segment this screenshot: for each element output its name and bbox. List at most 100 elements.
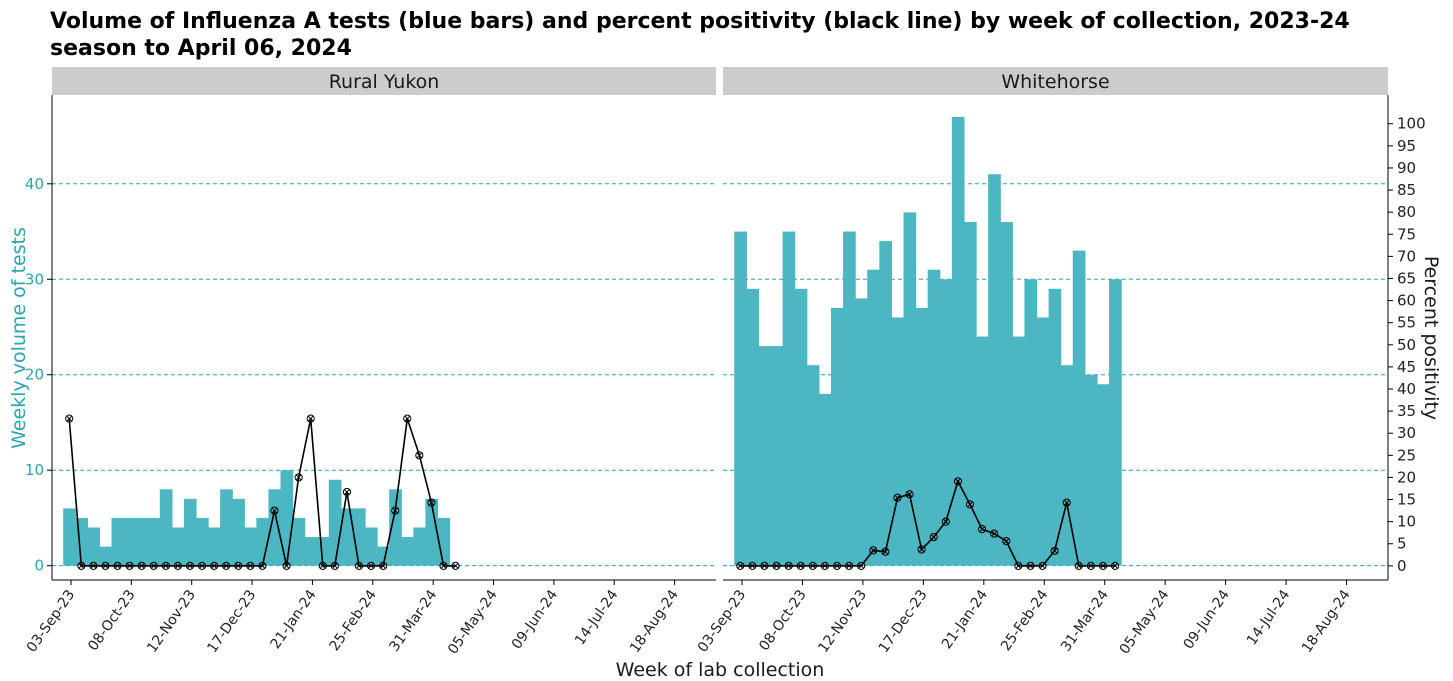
positivity-point-rural-yukon xyxy=(379,561,388,570)
positivity-point-mark-whitehorse xyxy=(749,562,756,569)
positivity-point-mark-rural-yukon xyxy=(66,415,73,422)
x-tick-label-rural-yukon: 03-Sep-23 xyxy=(24,587,78,655)
positivity-point-mark-whitehorse xyxy=(1087,562,1094,569)
positivity-point-whitehorse xyxy=(760,561,769,570)
y-right-tick-label: 40 xyxy=(1397,380,1416,398)
panel-strip-rural-yukon xyxy=(52,67,716,95)
positivity-point-whitehorse xyxy=(832,561,842,570)
bar-rural-yukon xyxy=(304,537,318,566)
positivity-point-mark-rural-yukon xyxy=(223,562,230,569)
bar-whitehorse xyxy=(1084,374,1098,566)
positivity-point-mark-whitehorse xyxy=(1112,562,1119,569)
x-tick-label-whitehorse: 18-Aug-24 xyxy=(1299,587,1354,656)
x-tick-label-rural-yukon: 31-Mar-24 xyxy=(386,587,440,655)
positivity-point-mark-whitehorse xyxy=(942,518,949,525)
positivity-point-mark-rural-yukon xyxy=(271,507,278,514)
positivity-point-rural-yukon xyxy=(427,498,436,507)
positivity-point-rural-yukon xyxy=(330,561,339,570)
bar-rural-yukon xyxy=(328,479,342,566)
bar-rural-yukon xyxy=(123,517,137,566)
positivity-point-mark-whitehorse xyxy=(906,491,913,498)
bar-rural-yukon xyxy=(244,527,257,566)
positivity-point-whitehorse xyxy=(1110,561,1120,570)
positivity-point-whitehorse xyxy=(1062,498,1071,507)
positivity-point-rural-yukon xyxy=(77,561,86,570)
positivity-point-whitehorse xyxy=(1026,561,1035,570)
positivity-point-rural-yukon xyxy=(161,561,170,570)
positivity-point-rural-yukon xyxy=(258,561,267,570)
bar-whitehorse xyxy=(734,231,747,566)
positivity-point-mark-whitehorse xyxy=(858,562,865,569)
positivity-point-mark-rural-yukon xyxy=(174,562,181,569)
y-right-tick-label: 45 xyxy=(1397,358,1416,376)
y-right-tick-label: 30 xyxy=(1397,424,1416,442)
x-tick-label-rural-yukon: 14-Jul-24 xyxy=(572,587,622,648)
bar-whitehorse xyxy=(782,231,796,566)
positivity-point-whitehorse xyxy=(1098,561,1108,570)
bar-whitehorse xyxy=(927,269,941,566)
y-axis-right-title: Percent positivity xyxy=(1420,256,1442,420)
positivity-point-rural-yukon xyxy=(415,451,424,460)
positivity-point-rural-yukon xyxy=(89,561,98,570)
positivity-point-rural-yukon xyxy=(366,561,376,570)
y-right-tick-label: 55 xyxy=(1397,314,1416,332)
positivity-point-mark-rural-yukon xyxy=(331,562,338,569)
y-right-tick-label: 5 xyxy=(1397,535,1407,553)
x-tick-label-rural-yukon: 17-Dec-23 xyxy=(204,587,259,656)
y-right-tick-label: 0 xyxy=(1397,557,1407,575)
bar-whitehorse xyxy=(818,393,832,566)
x-tick-label-rural-yukon: 25-Feb-24 xyxy=(327,587,381,654)
bar-whitehorse xyxy=(1024,279,1038,566)
positivity-point-whitehorse xyxy=(881,547,890,556)
bar-whitehorse xyxy=(1012,336,1026,566)
positivity-point-mark-rural-yukon xyxy=(440,562,447,569)
positivity-point-whitehorse xyxy=(736,561,745,570)
positivity-point-rural-yukon xyxy=(354,561,364,570)
positivity-point-whitehorse xyxy=(796,561,805,570)
positivity-point-mark-rural-yukon xyxy=(259,562,266,569)
y-right-tick-label: 80 xyxy=(1397,203,1416,221)
positivity-point-whitehorse xyxy=(941,517,950,526)
positivity-point-whitehorse xyxy=(929,533,938,542)
x-tick-label-whitehorse: 31-Mar-24 xyxy=(1058,587,1112,655)
positivity-point-whitehorse xyxy=(869,546,878,555)
y-right-tick-label: 95 xyxy=(1397,137,1416,155)
positivity-point-mark-whitehorse xyxy=(918,546,925,553)
positivity-point-rural-yukon xyxy=(234,561,243,570)
positivity-point-mark-rural-yukon xyxy=(356,562,362,569)
positivity-point-mark-rural-yukon xyxy=(199,562,206,569)
bar-rural-yukon xyxy=(401,537,414,566)
positivity-point-mark-whitehorse xyxy=(773,562,780,569)
x-tick-label-rural-yukon: 18-Aug-24 xyxy=(627,587,682,656)
positivity-point-whitehorse xyxy=(784,561,793,570)
y-right-tick-label: 50 xyxy=(1397,336,1416,354)
bar-rural-yukon xyxy=(340,508,354,566)
positivity-point-rural-yukon xyxy=(439,561,448,570)
positivity-point-rural-yukon xyxy=(270,506,279,515)
bar-rural-yukon xyxy=(87,527,101,566)
positivity-point-mark-rural-yukon xyxy=(138,562,145,569)
positivity-point-mark-rural-yukon xyxy=(392,507,399,514)
bar-whitehorse xyxy=(879,241,893,566)
positivity-point-whitehorse xyxy=(1014,561,1023,570)
positivity-point-mark-whitehorse xyxy=(1100,562,1106,569)
bar-whitehorse xyxy=(806,365,820,566)
chart-title: Volume of Influenza A tests (blue bars) … xyxy=(50,9,1350,61)
positivity-point-rural-yukon xyxy=(306,414,315,423)
x-tick-label-rural-yukon: 21-Jan-24 xyxy=(268,587,320,652)
positivity-point-whitehorse xyxy=(990,529,999,538)
positivity-point-rural-yukon xyxy=(197,561,207,570)
x-tick-label-whitehorse: 08-Oct-23 xyxy=(756,587,809,654)
positivity-point-whitehorse xyxy=(1050,546,1059,555)
positivity-point-rural-yukon xyxy=(403,414,412,423)
bar-whitehorse xyxy=(1000,221,1013,566)
bar-whitehorse xyxy=(1072,250,1086,566)
y-left-tick-label: 20 xyxy=(25,366,44,384)
y-right-tick-label: 35 xyxy=(1397,402,1416,420)
positivity-point-rural-yukon xyxy=(113,561,122,570)
bar-rural-yukon xyxy=(280,470,294,566)
positivity-point-mark-whitehorse xyxy=(979,526,986,533)
positivity-point-rural-yukon xyxy=(125,561,134,570)
bar-whitehorse xyxy=(758,346,772,566)
positivity-point-whitehorse xyxy=(1002,536,1011,546)
